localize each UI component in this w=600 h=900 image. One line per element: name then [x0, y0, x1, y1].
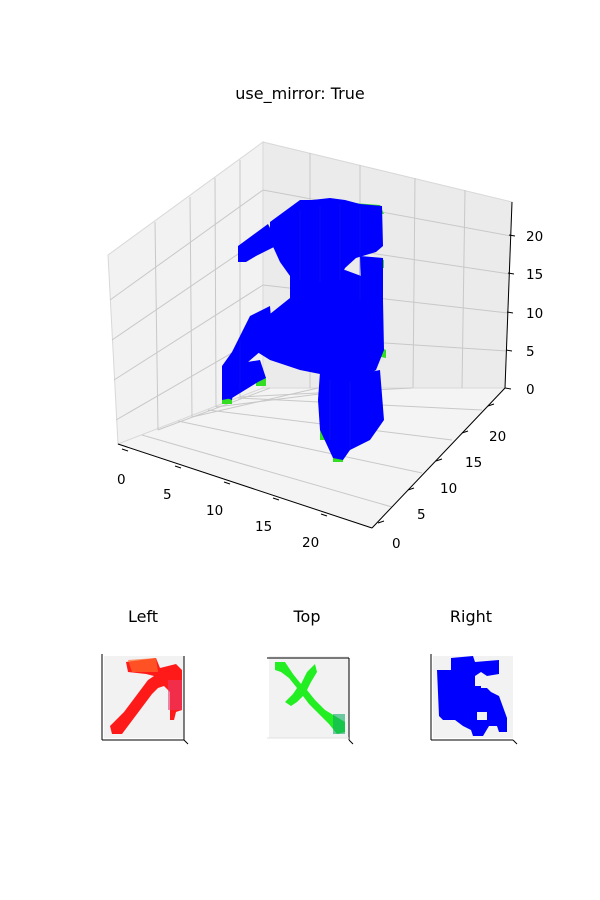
voxel-shading — [239, 204, 361, 448]
voxel-shape — [222, 198, 386, 462]
top-projection-plot — [267, 656, 354, 745]
x-tick-label: 20 — [302, 535, 319, 551]
y-axis-line — [371, 387, 506, 529]
y-tick-label: 5 — [417, 507, 426, 523]
y-tick-label: 0 — [392, 536, 401, 552]
z-tick-label: 0 — [526, 382, 535, 398]
right-projection-voxels — [437, 656, 507, 736]
z-tick-label: 10 — [526, 306, 543, 322]
y-tick-label: 10 — [440, 481, 457, 497]
x-tick-label: 10 — [206, 503, 223, 519]
z-tick-label: 15 — [526, 267, 543, 283]
z-tick-label: 5 — [526, 344, 535, 360]
z-axis-line — [504, 201, 513, 389]
y-tick-label: 20 — [489, 429, 506, 445]
y-tick-label: 15 — [465, 455, 482, 471]
tick-marks — [121, 234, 516, 524]
figure-title: use_mirror: True — [235, 84, 365, 103]
left-projection-voxels — [110, 658, 182, 734]
voxel-front-faces — [222, 198, 384, 460]
right-projection-plot — [430, 654, 518, 745]
right-view-title: Right — [449, 607, 493, 626]
left-view-title: Left — [127, 607, 159, 626]
projection-axis — [348, 739, 354, 745]
top-projection-voxels — [275, 662, 345, 734]
top-view-title: Top — [293, 607, 321, 626]
x-tick-label: 15 — [255, 519, 272, 535]
x-axis-line — [117, 443, 373, 529]
right-projection-holes — [477, 680, 495, 720]
projection-axis — [512, 739, 518, 745]
x-tick-label: 0 — [117, 472, 126, 488]
z-tick-label: 20 — [526, 229, 543, 245]
top-projection-shading — [333, 714, 345, 734]
x-tick-label: 5 — [163, 487, 172, 503]
left-projection-plot — [101, 654, 189, 745]
projection-axis — [183, 739, 189, 745]
main-3d-plot: 0 5 10 15 20 0 5 10 15 20 0 5 10 15 20 — [107, 141, 543, 552]
